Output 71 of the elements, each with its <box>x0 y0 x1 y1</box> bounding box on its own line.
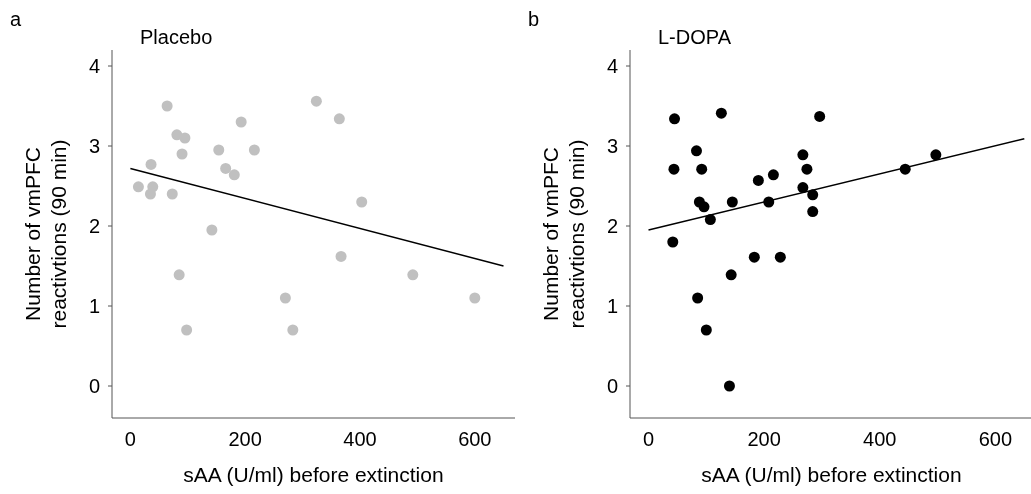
point <box>797 149 809 161</box>
y-tick-label: 3 <box>606 135 618 157</box>
point <box>356 196 368 208</box>
y-tick-label: 2 <box>88 215 100 237</box>
point <box>690 145 702 157</box>
x-tick-label: 200 <box>747 428 781 450</box>
point <box>279 292 291 304</box>
point <box>774 251 786 263</box>
point <box>335 250 347 262</box>
text: b <box>528 8 540 30</box>
point <box>132 181 144 193</box>
y-tick-label: 3 <box>88 135 100 157</box>
y-tick-label: 4 <box>606 55 618 77</box>
text: a <box>10 8 22 30</box>
chart-title: Placebo <box>140 26 213 48</box>
x-tick-label: 400 <box>343 428 377 450</box>
point <box>668 163 680 175</box>
y-tick-label: 0 <box>88 375 100 397</box>
y-axis-title: Number of vmPFC reactivtions (90 min) <box>21 139 70 329</box>
point <box>248 144 260 156</box>
point <box>166 188 178 200</box>
point <box>407 269 419 281</box>
y-tick-label: 1 <box>88 295 100 317</box>
point <box>173 269 185 281</box>
point <box>700 324 712 336</box>
point <box>220 162 232 174</box>
y-tick-label: 4 <box>88 55 100 77</box>
point <box>725 269 737 281</box>
point <box>698 201 710 213</box>
chart-title: L-DOPA <box>658 26 732 48</box>
point <box>767 169 779 181</box>
point <box>930 149 942 161</box>
point <box>723 380 735 392</box>
x-axis-title: sAA (U/ml) before extinction <box>183 463 444 486</box>
point <box>206 224 218 236</box>
point <box>704 214 716 226</box>
point <box>235 116 247 128</box>
point <box>176 148 188 160</box>
point <box>807 206 819 218</box>
point <box>179 132 191 144</box>
x-tick-label: 0 <box>642 428 655 450</box>
point <box>145 158 157 170</box>
point <box>667 236 679 248</box>
point <box>696 163 708 175</box>
point <box>181 324 193 336</box>
point <box>692 292 704 304</box>
y-tick-label: 1 <box>606 295 618 317</box>
point <box>752 174 764 186</box>
x-tick-label: 600 <box>458 428 492 450</box>
point <box>310 95 322 107</box>
point <box>228 169 240 181</box>
point <box>469 292 481 304</box>
point <box>801 163 813 175</box>
point <box>213 144 225 156</box>
point <box>726 196 738 208</box>
y-axis-title: Number of vmPFC reactivtions (90 min) <box>539 139 588 329</box>
point <box>715 107 727 119</box>
x-tick-label: 600 <box>978 428 1013 450</box>
y-tick-label: 0 <box>606 375 618 397</box>
point <box>748 251 760 263</box>
x-axis-title: sAA (U/ml) before extinction <box>701 463 962 486</box>
point <box>287 324 299 336</box>
x-tick-label: 200 <box>228 428 262 450</box>
point <box>147 181 159 193</box>
point <box>161 100 173 112</box>
x-tick-label: 400 <box>863 428 897 450</box>
y-tick-label: 2 <box>606 215 618 237</box>
x-tick-label: 0 <box>124 428 136 450</box>
point <box>814 110 826 122</box>
point <box>333 113 345 125</box>
point <box>669 113 681 125</box>
